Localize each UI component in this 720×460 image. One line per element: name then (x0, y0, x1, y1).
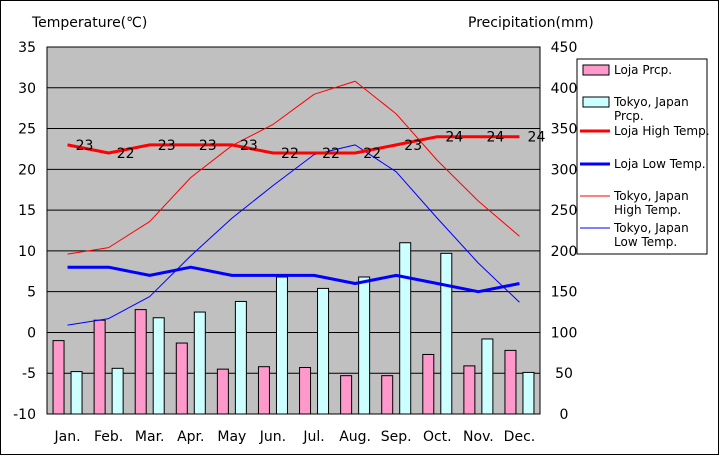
legend-label: Low Temp. (614, 235, 677, 249)
legend-box (576, 58, 708, 255)
bar-loja-prcp (422, 353, 435, 415)
bar-loja-prcp (216, 368, 229, 415)
right-tick-label: 350 (551, 122, 578, 138)
right-axis-title: Precipitation(mm) (468, 15, 594, 31)
line-tokyo-high-temp (67, 80, 520, 255)
left-tick-label: 10 (18, 244, 36, 260)
bar-tokyo-prcp (193, 311, 206, 415)
bar-tokyo-prcp (399, 242, 412, 415)
left-tick-label: 15 (18, 203, 36, 219)
left-tick-label: 5 (27, 285, 36, 301)
x-tick-label: Aug. (339, 429, 371, 445)
bar-loja-prcp (257, 366, 270, 415)
bar-tokyo-prcp (152, 317, 165, 415)
data-label-loja-high: 23 (76, 138, 94, 154)
x-tick-label: Mar. (135, 429, 165, 445)
left-tick-label: -10 (13, 407, 36, 423)
bar-tokyo-prcp (234, 300, 247, 415)
data-label-loja-high: 24 (528, 130, 546, 146)
right-tick-label: 150 (551, 285, 578, 301)
bar-loja-prcp (504, 349, 517, 415)
x-tick-label: Oct. (423, 429, 452, 445)
bar-loja-prcp (463, 365, 476, 415)
data-label-loja-high: 23 (158, 138, 176, 154)
line-loja-high-temp (67, 135, 520, 155)
right-tick-label: 0 (560, 407, 569, 423)
bar-loja-prcp (52, 340, 65, 415)
x-tick-label: May (217, 429, 246, 445)
right-tick-label: 50 (555, 366, 573, 382)
bar-tokyo-prcp (111, 367, 124, 415)
right-tick-label: 200 (551, 244, 578, 260)
right-tick-label: 450 (551, 40, 578, 56)
data-label-loja-high: 22 (117, 146, 135, 162)
legend-swatch (582, 64, 610, 76)
bar-tokyo-prcp (358, 276, 371, 415)
bar-tokyo-prcp (317, 287, 330, 415)
bar-tokyo-prcp (481, 338, 494, 415)
legend-label: High Temp. (614, 203, 681, 217)
data-label-loja-high: 22 (363, 146, 381, 162)
x-tick-label: Dec. (504, 429, 536, 445)
legend-label: Loja Low Temp. (614, 157, 706, 171)
right-tick-label: 400 (551, 81, 578, 97)
left-tick-label: -5 (22, 366, 36, 382)
plot-area (46, 46, 541, 415)
left-tick-label: 35 (18, 40, 36, 56)
x-tick-label: Apr. (177, 429, 204, 445)
legend-label: Tokyo, Japan (613, 221, 689, 235)
bar-tokyo-prcp (275, 276, 288, 415)
left-tick-label: 30 (18, 81, 36, 97)
x-tick-label: Jun. (259, 429, 286, 445)
line-tokyo-low-temp (67, 144, 520, 326)
left-tick-label: 0 (27, 325, 36, 341)
bar-loja-prcp (299, 367, 312, 415)
data-label-loja-high: 23 (199, 138, 217, 154)
left-axis-title: Temperature(℃) (31, 15, 147, 31)
data-label-loja-high: 23 (404, 138, 422, 154)
bar-loja-prcp (134, 309, 147, 415)
data-label-loja-high: 22 (322, 146, 340, 162)
bar-loja-prcp (93, 319, 106, 415)
data-label-loja-high: 24 (445, 130, 463, 146)
legend-label: Tokyo, Japan (613, 189, 689, 203)
data-label-loja-high: 22 (281, 146, 299, 162)
legend-label: Tokyo, Japan (613, 95, 689, 109)
legend-swatch (582, 96, 610, 108)
bar-loja-prcp (340, 375, 353, 415)
bar-tokyo-prcp (522, 371, 535, 415)
x-tick-label: Sep. (381, 429, 412, 445)
bar-tokyo-prcp (70, 371, 83, 415)
x-tick-label: Nov. (463, 429, 494, 445)
right-tick-label: 100 (551, 325, 578, 341)
legend-label: Loja Prcp. (614, 63, 672, 77)
data-label-loja-high: 24 (486, 130, 504, 146)
line-loja-low-temp (67, 265, 520, 294)
data-label-loja-high: 23 (240, 138, 258, 154)
right-tick-label: 300 (551, 162, 578, 178)
x-tick-label: Feb. (94, 429, 123, 445)
left-tick-label: 20 (18, 162, 36, 178)
x-tick-label: Jul. (302, 429, 324, 445)
x-tick-label: Jan. (54, 429, 81, 445)
right-tick-label: 250 (551, 203, 578, 219)
bar-tokyo-prcp (440, 252, 453, 415)
legend-label: Prcp. (614, 109, 644, 123)
legend-label: Loja High Temp. (614, 124, 710, 138)
bar-loja-prcp (381, 375, 394, 415)
bar-loja-prcp (175, 342, 188, 415)
left-tick-label: 25 (18, 122, 36, 138)
